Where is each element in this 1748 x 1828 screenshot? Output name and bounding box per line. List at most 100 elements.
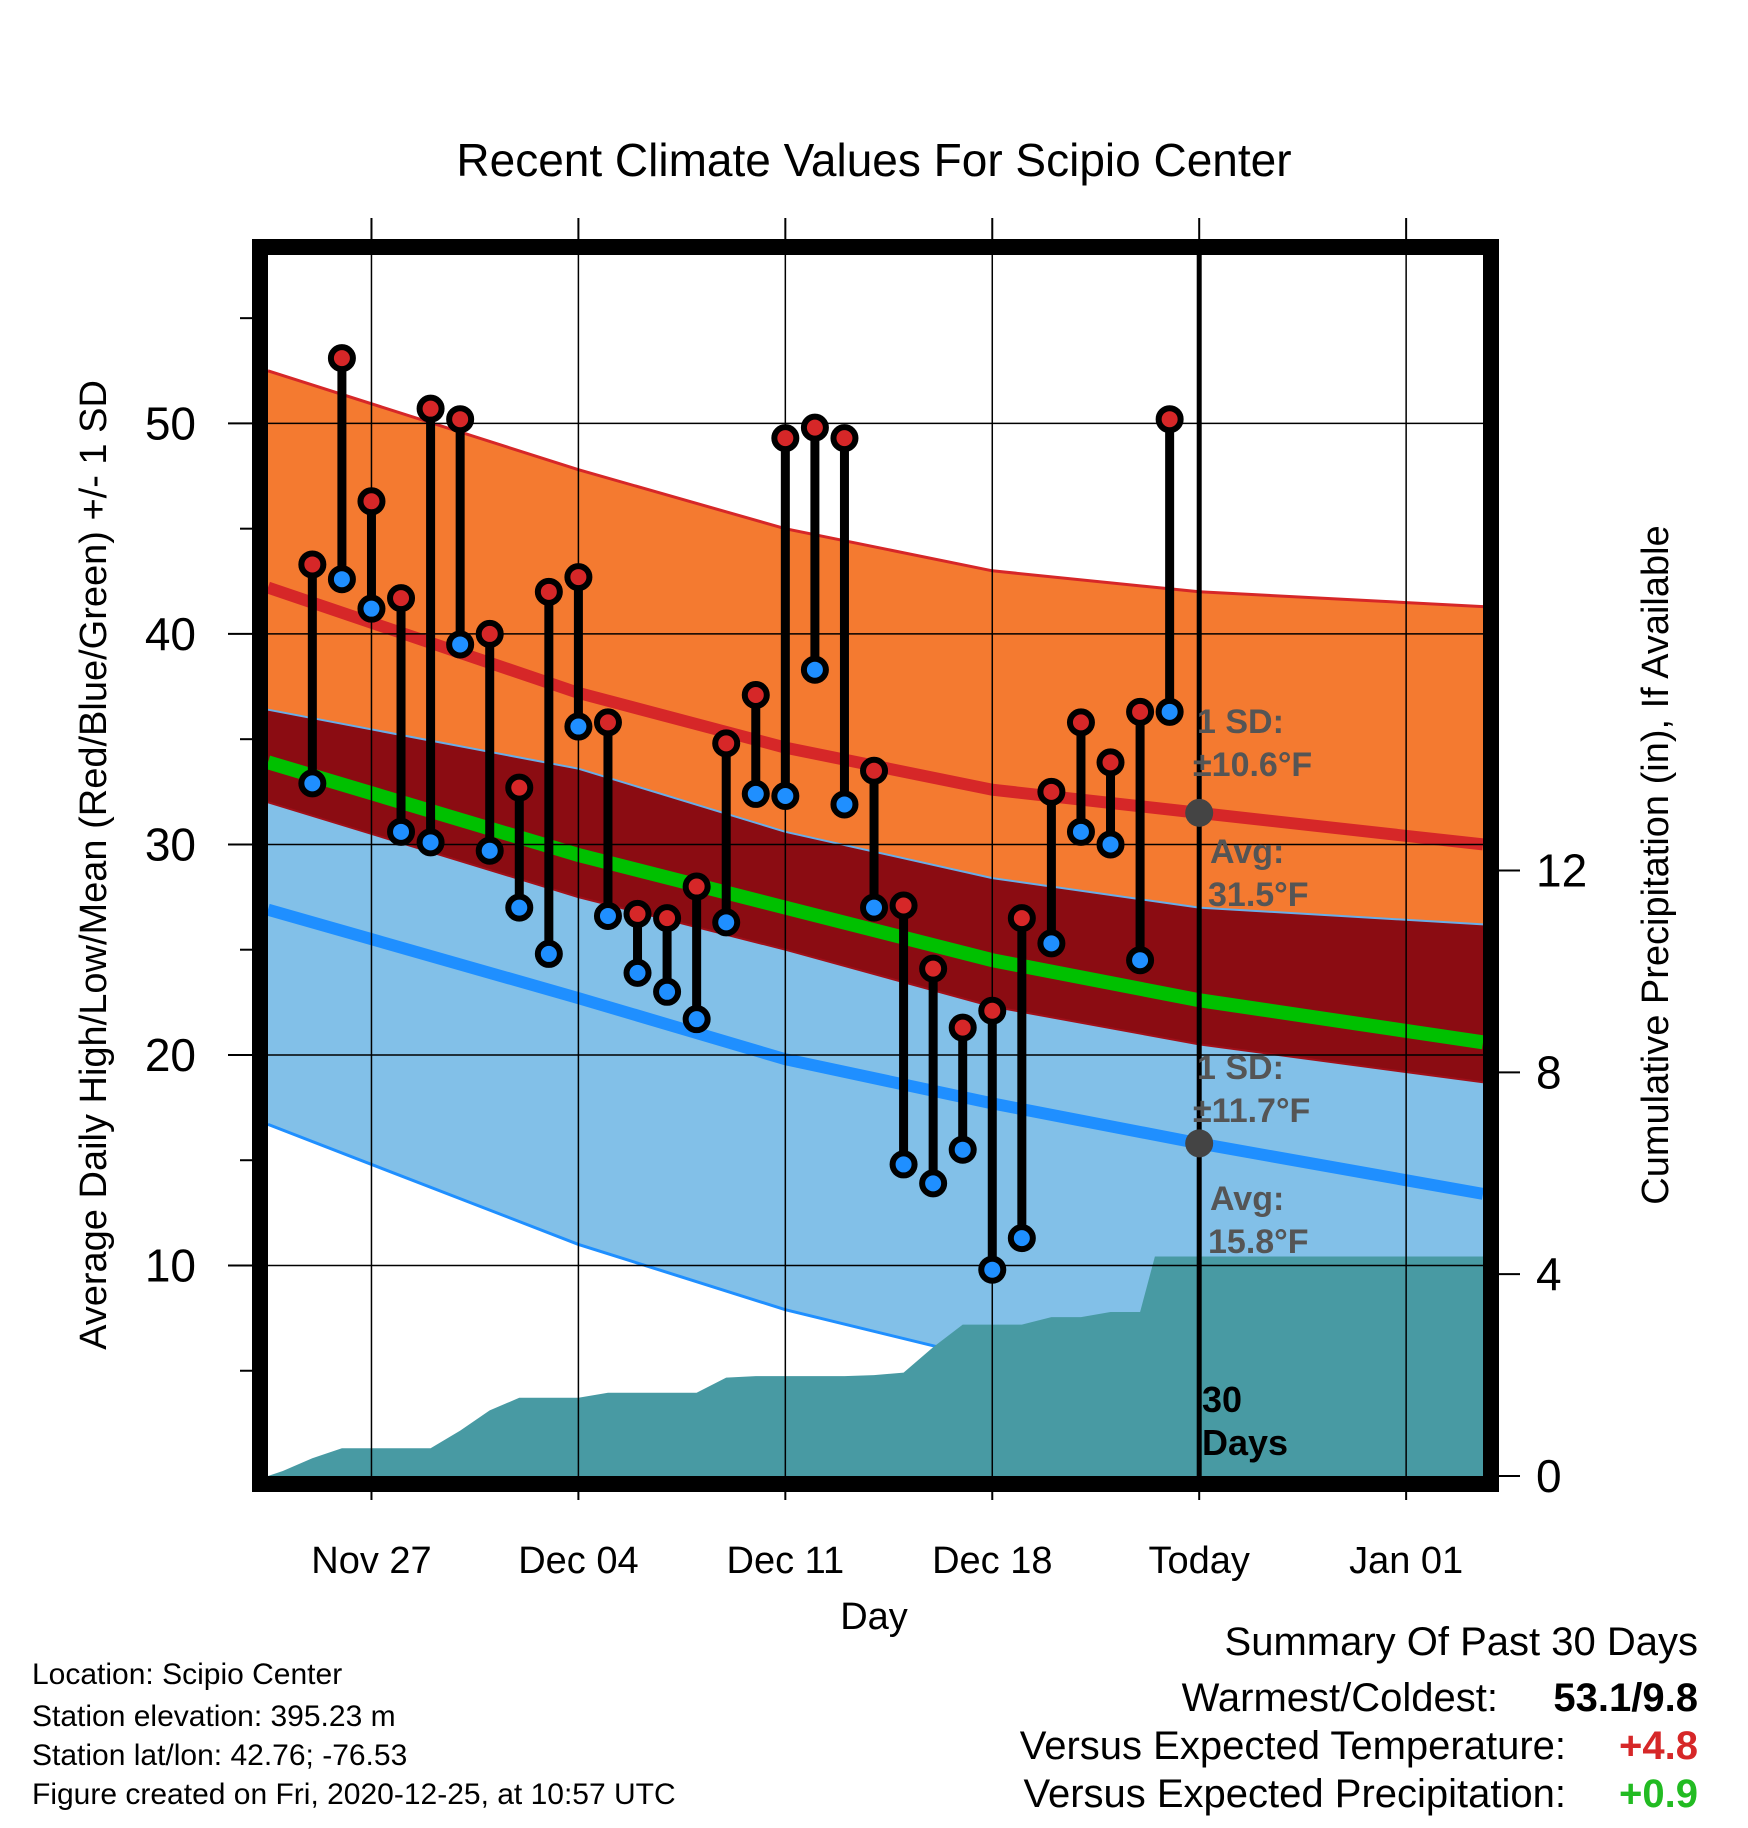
- low-sd-upper-line: [267, 801, 1484, 1084]
- low-point: [830, 790, 859, 819]
- high-point: [741, 680, 770, 709]
- y2-tick-label: 0: [1536, 1450, 1562, 1502]
- high-avg-label: Avg:: [1210, 833, 1284, 871]
- summary-precip-value: +0.9: [1619, 1772, 1698, 1816]
- low-point: [919, 1169, 948, 1198]
- summary-temp-label: Versus Expected Temperature:: [1019, 1724, 1566, 1768]
- high-point: [623, 899, 652, 928]
- low-point: [1007, 1224, 1036, 1253]
- summary-precip-label: Versus Expected Precipitation:: [1023, 1772, 1566, 1816]
- low-sd-value: ±11.7°F: [1193, 1092, 1310, 1130]
- summary-title: Summary Of Past 30 Days: [1224, 1620, 1698, 1664]
- plot-frame: [252, 239, 1499, 1492]
- low-avg-label: Avg:: [1210, 1180, 1284, 1218]
- high-avg-marker: [1185, 798, 1214, 827]
- high-sd-value: ±10.6°F: [1193, 746, 1312, 784]
- footer-latlon: Station lat/lon: 42.76; -76.53: [32, 1739, 408, 1772]
- high-point: [505, 773, 534, 802]
- high-point: [416, 394, 445, 423]
- high-sd-lower-line: [267, 708, 1484, 926]
- high-point: [771, 424, 800, 453]
- low-point: [741, 779, 770, 808]
- low-point: [860, 893, 889, 922]
- avg-mean-line: [265, 755, 1485, 1050]
- y-tick-label: 20: [145, 1029, 196, 1081]
- low-point: [889, 1150, 918, 1179]
- high-sd-band: [268, 370, 1483, 925]
- y-tick-label: 40: [145, 608, 196, 660]
- y-axis: 10 20 30 40 50: [145, 317, 252, 1372]
- low-point: [653, 977, 682, 1006]
- precipitation-area: [268, 1256, 1483, 1476]
- x-axis-label: Day: [840, 1596, 908, 1638]
- avg-low-line: [266, 903, 1485, 1200]
- low-point: [1037, 929, 1066, 958]
- high-sd-upper-line: [267, 369, 1484, 609]
- y2-tick-label: 12: [1536, 845, 1587, 897]
- high-point: [919, 954, 948, 983]
- low-point: [623, 958, 652, 987]
- low-point: [978, 1255, 1007, 1284]
- low-avg-marker: [1185, 1129, 1214, 1158]
- high-point: [1155, 405, 1184, 434]
- high-point: [446, 405, 475, 434]
- footer-created: Figure created on Fri, 2020-12-25, at 10…: [32, 1778, 676, 1811]
- days-marker-label: Days: [1202, 1422, 1288, 1463]
- low-point: [948, 1135, 977, 1164]
- low-point: [712, 908, 741, 937]
- days-marker-label: 30: [1202, 1379, 1242, 1420]
- x-tick-label: Dec 11: [727, 1540, 845, 1582]
- low-sd-label: 1 SD:: [1197, 1049, 1284, 1087]
- low-point: [593, 902, 622, 931]
- low-avg-value: 15.8°F: [1208, 1223, 1309, 1261]
- footer-elevation: Station elevation: 395.23 m: [32, 1700, 396, 1733]
- high-point: [889, 891, 918, 920]
- low-point: [298, 769, 327, 798]
- avg-high-line: [266, 581, 1484, 851]
- high-avg-value: 31.5°F: [1208, 876, 1309, 914]
- y-tick-label: 10: [145, 1239, 196, 1291]
- low-point: [682, 1005, 711, 1034]
- low-point: [771, 782, 800, 811]
- x-tick-label: Jan 01: [1349, 1540, 1463, 1582]
- low-point: [800, 655, 829, 684]
- y-tick-label: 30: [145, 818, 196, 870]
- high-point: [1126, 697, 1155, 726]
- high-point: [298, 550, 327, 579]
- high-point: [948, 1013, 977, 1042]
- low-point: [1155, 697, 1184, 726]
- low-point: [327, 565, 356, 594]
- y2-axis: 0 4 8 12: [1499, 845, 1587, 1502]
- low-point: [1066, 817, 1095, 846]
- high-point: [475, 619, 504, 648]
- high-point: [357, 487, 386, 516]
- high-point: [387, 584, 416, 613]
- x-axis: Nov 27 Dec 04 Dec 11 Dec 18 Today Jan 01: [311, 218, 1463, 1582]
- plot-area: 1 SD: ±10.6°F Avg: 31.5°F 1 SD: ±11.7°F Avg: 15…: [265, 255, 1485, 1476]
- high-point: [800, 413, 829, 442]
- high-point: [1007, 904, 1036, 933]
- y2-axis-label: Cumulative Precipitation (in), If Availa…: [1635, 525, 1677, 1204]
- high-point: [534, 577, 563, 606]
- high-point: [1096, 748, 1125, 777]
- summary-warmest-label: Warmest/Coldest:: [1181, 1676, 1498, 1720]
- x-tick-label: Nov 27: [311, 1540, 431, 1582]
- summary-temp-value: +4.8: [1619, 1724, 1698, 1768]
- x-tick-label: Today: [1149, 1540, 1250, 1582]
- high-sd-label: 1 SD:: [1197, 703, 1284, 741]
- high-point: [1066, 708, 1095, 737]
- high-point: [653, 904, 682, 933]
- x-tick-label: Dec 18: [932, 1540, 1052, 1582]
- low-point: [564, 712, 593, 741]
- footer-location: Location: Scipio Center: [32, 1658, 343, 1691]
- high-point: [978, 996, 1007, 1025]
- low-point: [475, 836, 504, 865]
- low-point: [446, 630, 475, 659]
- high-point: [830, 424, 859, 453]
- y2-tick-label: 8: [1536, 1046, 1562, 1098]
- y-axis-label: Average Daily High/Low/Mean (Red/Blue/Gr…: [73, 380, 115, 1350]
- y2-tick-label: 4: [1536, 1248, 1562, 1300]
- high-point: [682, 872, 711, 901]
- low-point: [416, 828, 445, 857]
